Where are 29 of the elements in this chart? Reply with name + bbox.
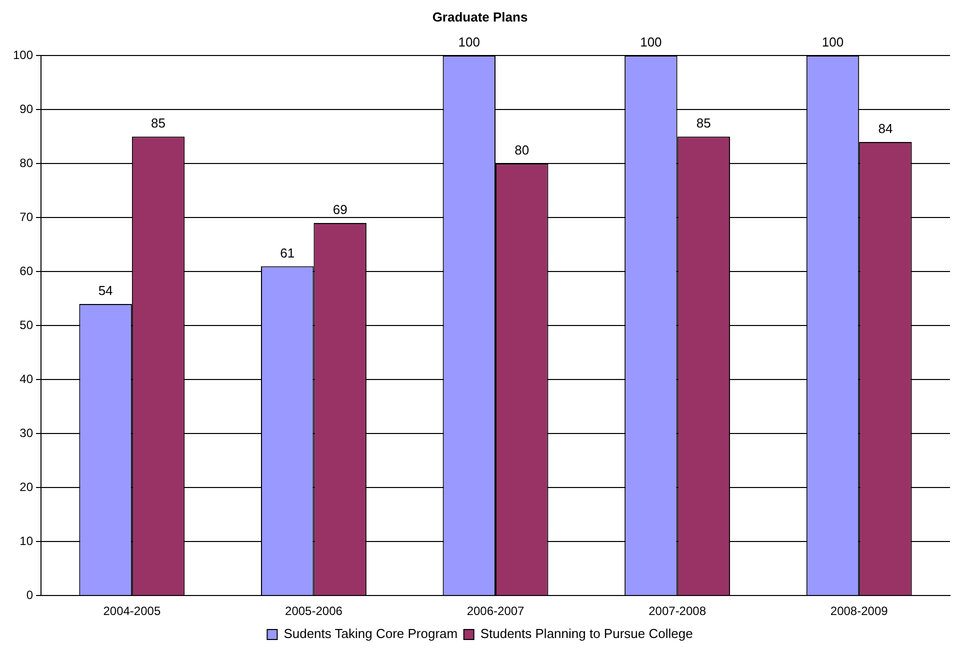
data-label: 54 — [98, 283, 113, 298]
data-label: 80 — [514, 142, 530, 158]
y-tick-label: 30 — [20, 426, 34, 440]
x-tick-label: 2006-2007 — [466, 604, 525, 618]
y-tick-label: 0 — [26, 588, 34, 602]
data-label: 84 — [878, 121, 893, 136]
x-tick-label: 2008-2009 — [830, 604, 888, 618]
y-tick-label: 10 — [20, 534, 34, 548]
y-tick-label: 40 — [20, 372, 34, 386]
y-tick-label: 20 — [20, 480, 34, 494]
x-tick-label: 2007-2008 — [648, 604, 706, 618]
y-tick-label: 50 — [20, 318, 34, 332]
y-tick-label: 90 — [20, 102, 34, 116]
legend-label: Sudents Taking Core Program — [284, 626, 458, 642]
chart-title: Graduate Plans — [432, 9, 528, 24]
data-label: 100 — [458, 34, 480, 50]
data-label: 100 — [640, 34, 662, 50]
x-tick-label: 2005-2006 — [285, 604, 343, 618]
data-label: 61 — [280, 245, 295, 260]
data-label: 85 — [151, 116, 166, 131]
y-tick-label: 80 — [20, 156, 34, 170]
y-tick-label: 70 — [20, 210, 34, 224]
data-label: 100 — [822, 34, 844, 50]
x-tick-label: 2004-2005 — [103, 604, 161, 618]
y-tick-label: 60 — [20, 264, 34, 278]
data-label: 85 — [696, 116, 711, 131]
legend-label: Students Planning to Pursue College — [480, 626, 693, 642]
y-tick-label: 100 — [12, 48, 34, 62]
data-label: 69 — [332, 202, 348, 218]
